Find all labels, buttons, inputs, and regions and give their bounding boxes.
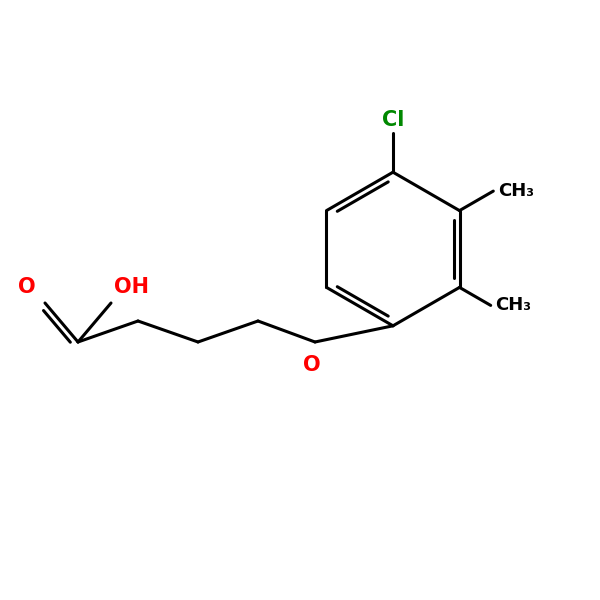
Text: O: O <box>303 355 321 375</box>
Text: OH: OH <box>114 277 149 297</box>
Text: CH₃: CH₃ <box>496 296 532 314</box>
Text: CH₃: CH₃ <box>498 182 534 200</box>
Text: Cl: Cl <box>382 110 404 130</box>
Text: O: O <box>19 277 36 297</box>
